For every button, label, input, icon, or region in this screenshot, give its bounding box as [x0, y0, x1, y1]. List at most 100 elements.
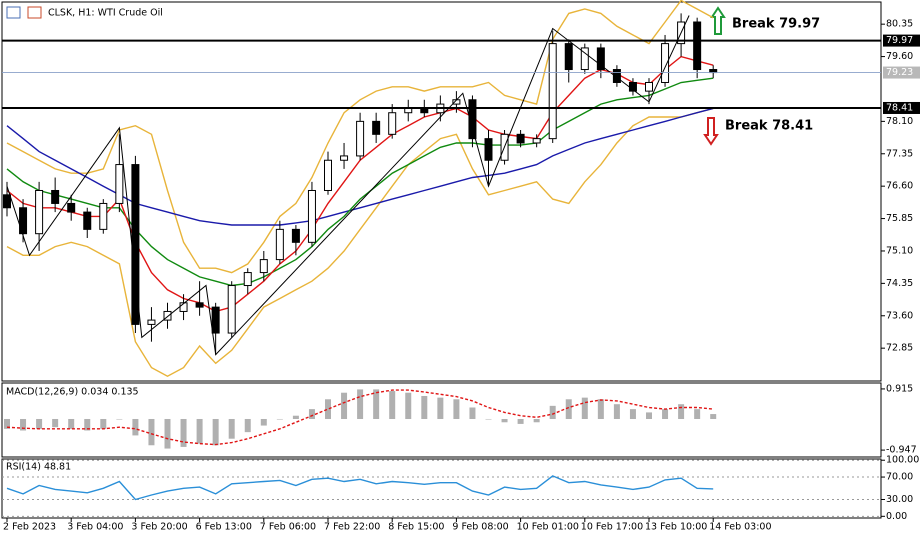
candle-body	[211, 306, 220, 334]
candle-body	[115, 164, 124, 204]
x-tick-label: 3 Feb 04:00	[67, 522, 123, 533]
candle-body	[564, 43, 573, 71]
rsi-panel	[1, 458, 882, 519]
y-tick-label: 80.35	[886, 19, 913, 30]
x-tick-label: 6 Feb 13:00	[196, 522, 252, 533]
macd-bar	[678, 404, 685, 419]
macd-bar	[196, 418, 203, 444]
down-arrow	[703, 117, 719, 146]
candle-body	[227, 285, 236, 334]
y-tick-label: 74.35	[886, 278, 913, 289]
macd-bar	[581, 397, 588, 419]
header-icons	[6, 6, 42, 19]
macd-bar	[549, 405, 556, 419]
macd-bar	[276, 418, 283, 420]
y-tick-label: 73.60	[886, 310, 913, 321]
macd-bar	[228, 418, 235, 439]
macd-bar	[292, 415, 299, 419]
x-tick-label: 13 Feb 10:00	[645, 522, 707, 533]
indicator-line	[6, 107, 714, 377]
y-tick-label: 100.00	[886, 455, 919, 466]
macd-bar	[357, 389, 364, 419]
y-tick-label: 77.35	[886, 148, 913, 159]
indicator-line	[6, 0, 714, 274]
rsi-title: RSI(14) 48.81	[6, 462, 71, 473]
indicator-line	[6, 107, 714, 226]
candle-body	[645, 81, 653, 92]
icon	[6, 6, 21, 19]
macd-bar	[613, 404, 620, 419]
candle-body	[3, 194, 11, 209]
y-tick-label: 0.00	[886, 511, 907, 522]
candle-body	[596, 47, 605, 71]
annotation: Break 78.41	[725, 119, 813, 134]
y-tick-label: 70.00	[886, 472, 913, 483]
macd-bar	[164, 418, 171, 449]
price-label: 79.23	[886, 67, 913, 78]
candle-body	[356, 120, 365, 157]
macd-bar	[517, 418, 524, 424]
macd-bar	[662, 409, 669, 419]
candle-body	[275, 228, 284, 261]
macd-bar	[710, 414, 717, 419]
annotation: Break 79.97	[732, 17, 820, 32]
candle-body	[291, 228, 300, 243]
rsi-line	[6, 475, 714, 501]
level-tag	[883, 34, 920, 47]
macd-bar	[453, 399, 460, 419]
macd-bar	[597, 399, 604, 419]
candle-body	[179, 302, 188, 312]
macd-title: MACD(12,26,9) 0.034 0.135	[6, 387, 139, 398]
macd-bar	[437, 397, 444, 419]
macd-bar	[148, 418, 155, 446]
macd-bar	[84, 418, 91, 431]
candle-body	[420, 107, 429, 114]
macd-bar	[308, 409, 315, 419]
level-label: 79.97	[886, 35, 913, 46]
level-label: 78.41	[886, 102, 913, 113]
macd-bar	[389, 391, 396, 419]
macd-bar	[36, 418, 43, 429]
x-tick-label: 14 Feb 03:00	[709, 522, 771, 533]
candle-body	[83, 211, 92, 230]
macd-bar	[694, 409, 701, 419]
y-tick-label: 76.60	[886, 181, 913, 192]
candle-body	[468, 99, 477, 140]
candle-body	[516, 133, 525, 144]
macd-bar	[20, 418, 27, 431]
candle-body	[35, 189, 44, 235]
macd-bar	[100, 418, 107, 429]
candle-body	[484, 138, 493, 161]
candle-body	[324, 159, 332, 191]
x-tick-label: 3 Feb 20:00	[131, 522, 187, 533]
macd-bar	[212, 418, 219, 446]
candle-body	[147, 319, 156, 325]
chart-title: CLSK, H1: WTI Crude Oil	[48, 8, 163, 19]
macd-bar	[646, 412, 652, 419]
macd-bar	[629, 409, 636, 419]
candle-body	[372, 120, 381, 135]
macd-bar	[405, 392, 412, 419]
macd-bar	[260, 418, 267, 426]
candle-body	[99, 202, 108, 230]
candle-body	[51, 189, 60, 204]
macd-bar	[132, 418, 139, 436]
candle-body	[404, 107, 413, 114]
macd-bar	[341, 392, 348, 419]
macd-bar	[244, 418, 251, 433]
macd-panel	[1, 382, 882, 458]
macd-bar	[501, 418, 508, 423]
candle-body	[580, 47, 589, 71]
macd-bar	[565, 399, 572, 419]
y-tick-label: 78.10	[886, 116, 913, 127]
icon	[27, 6, 42, 19]
candle-body	[163, 310, 172, 321]
main-panel	[1, 1, 882, 382]
macd-bar	[116, 418, 123, 420]
candle-body	[67, 202, 76, 213]
candle-body	[612, 69, 621, 83]
y-tick-label: 75.85	[886, 213, 913, 224]
candle-body	[340, 155, 349, 161]
